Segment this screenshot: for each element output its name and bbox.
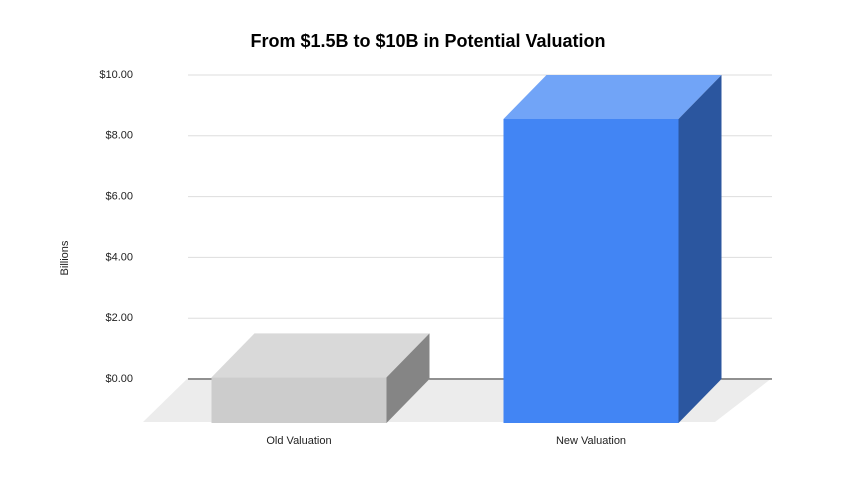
y-tick-label: $0.00	[105, 373, 133, 385]
y-tick-label: $8.00	[105, 130, 133, 142]
bar	[211, 377, 387, 423]
bar-top	[503, 75, 722, 119]
bar-side	[386, 333, 430, 423]
y-tick-label: $4.00	[105, 251, 133, 263]
y-tick-label: $6.00	[105, 191, 133, 203]
chart-title: From $1.5B to $10B in Potential Valuatio…	[250, 31, 605, 51]
y-tick-label: $10.00	[99, 69, 133, 81]
x-tick-label: New Valuation	[556, 435, 626, 447]
y-axis-label: Billions	[59, 240, 71, 275]
y-tick-label: $2.00	[105, 312, 133, 324]
bar	[503, 119, 679, 423]
x-tick-label: Old Valuation	[266, 435, 331, 447]
bar-side	[678, 75, 722, 423]
bar-top	[211, 333, 430, 378]
